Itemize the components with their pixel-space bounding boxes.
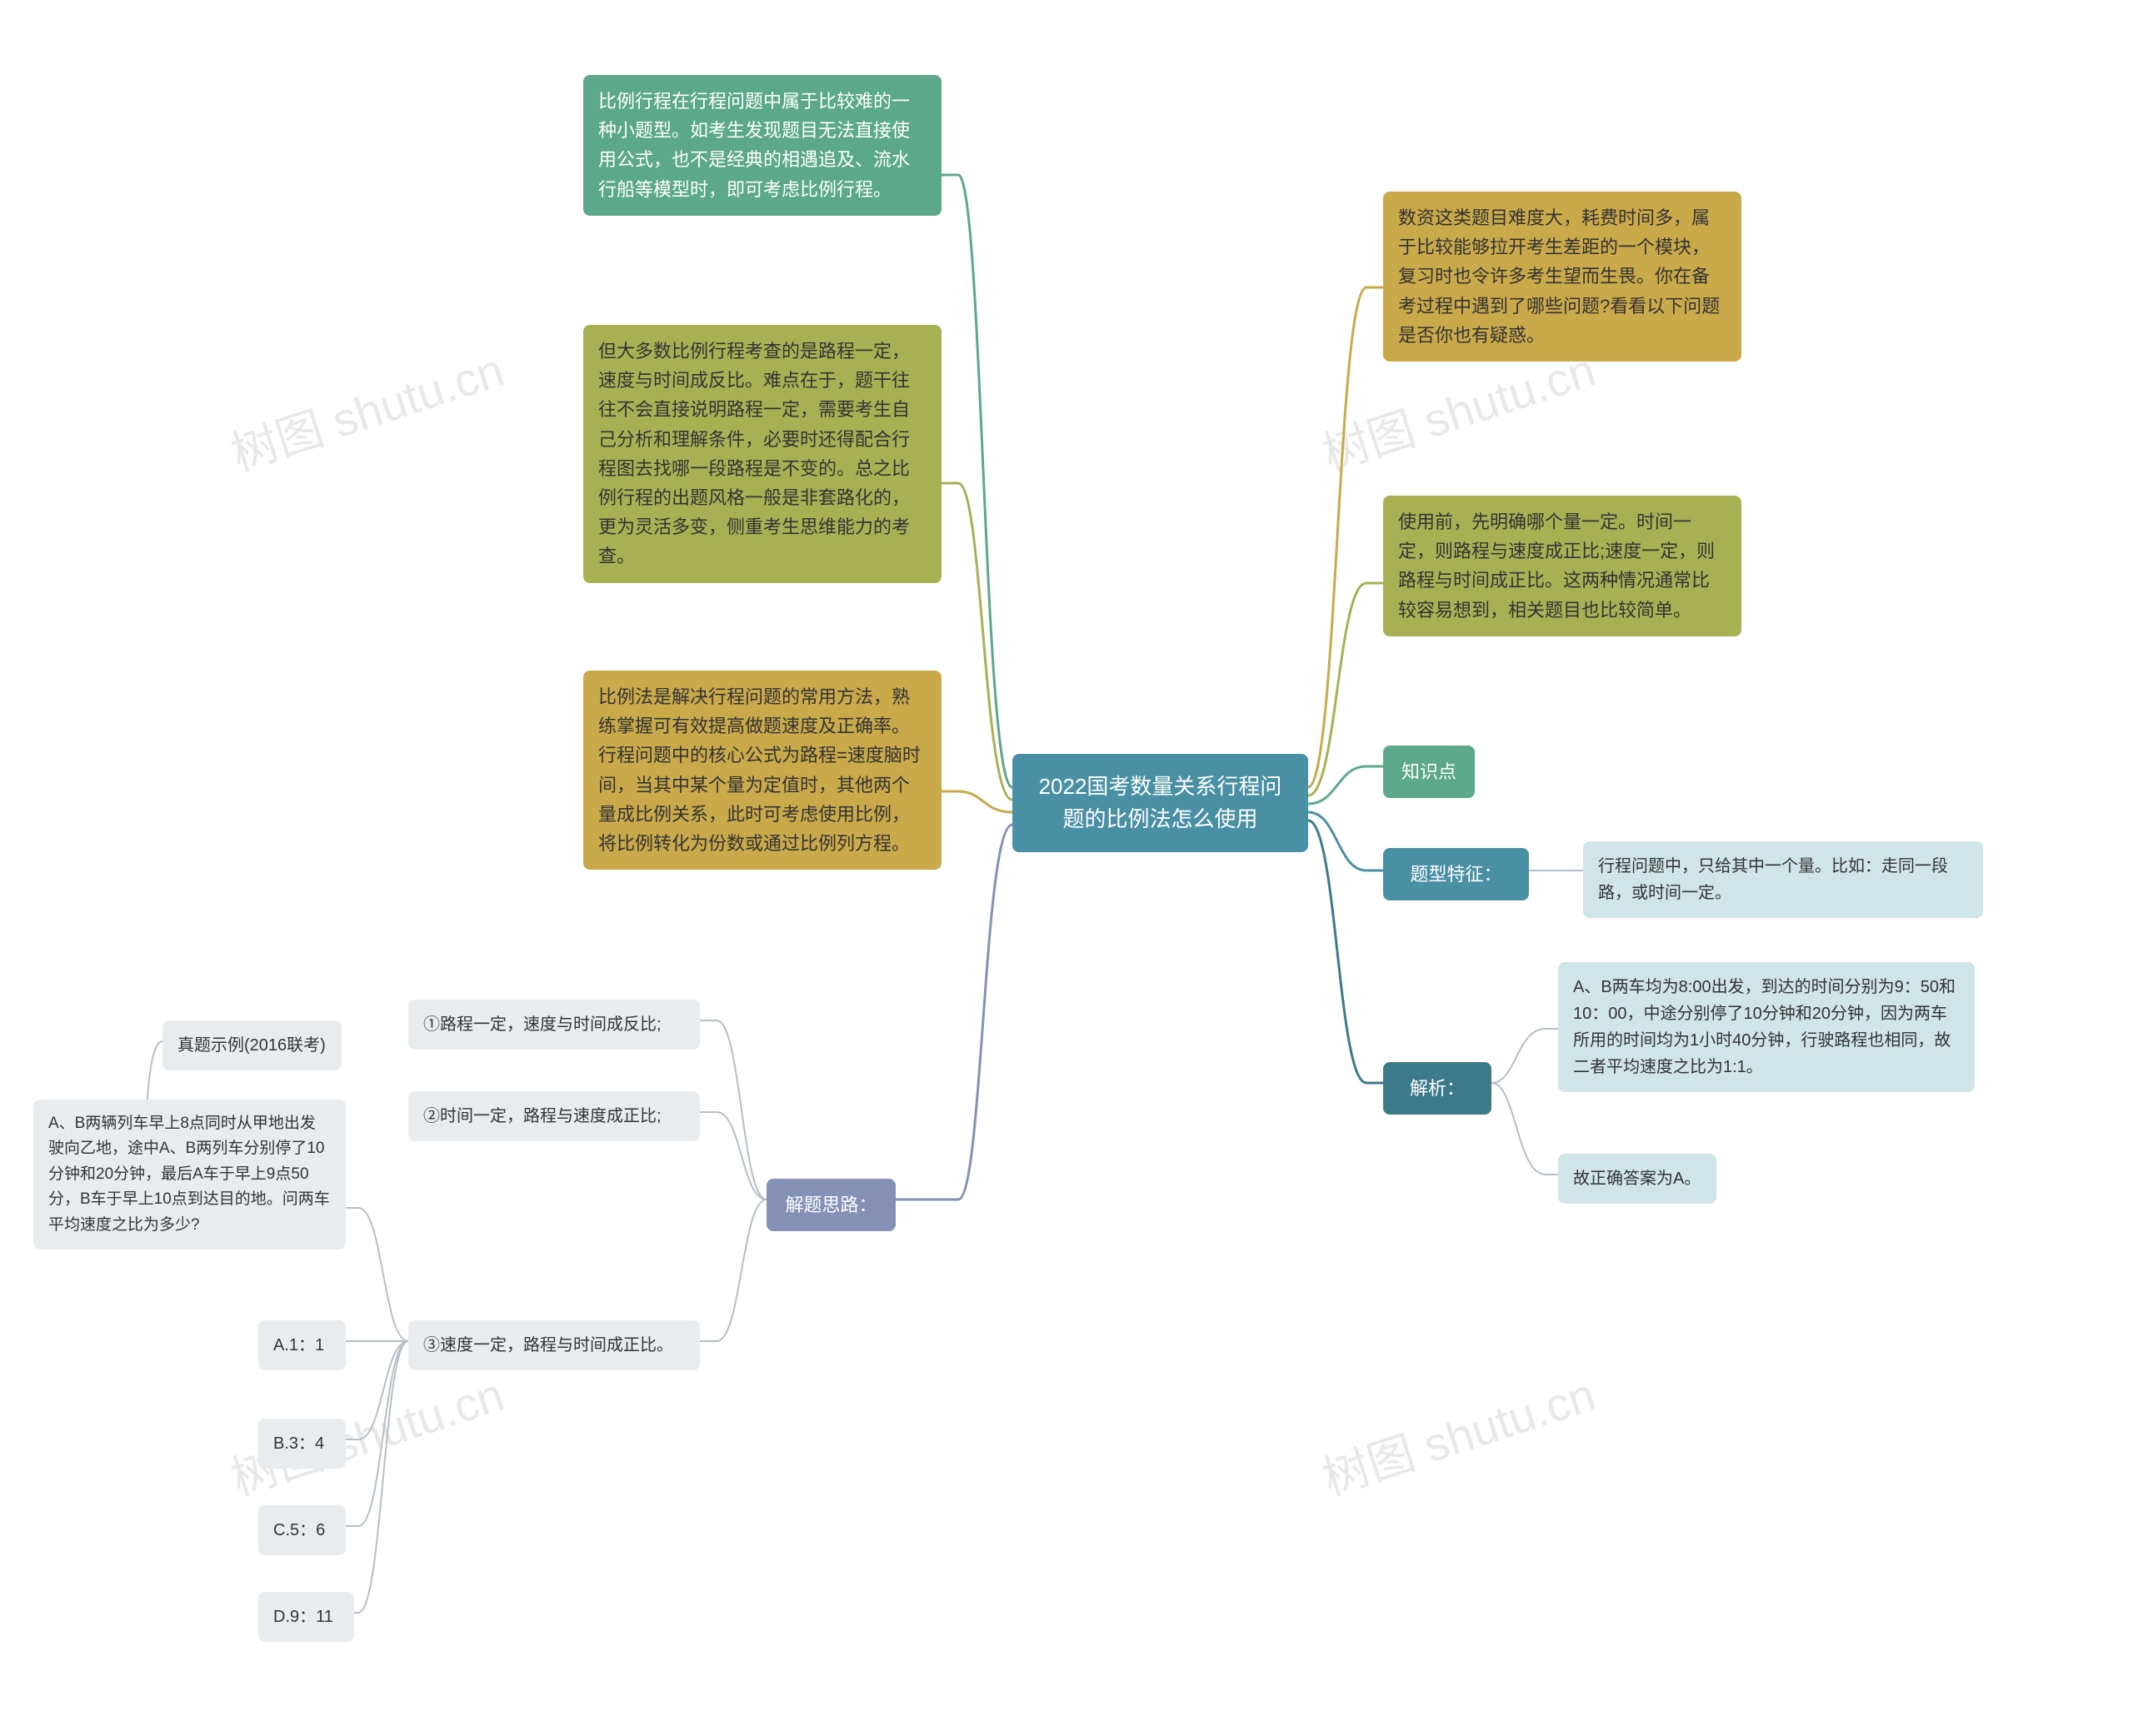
text: 行程问题中，只给其中一个量。比如：走同一段路，或时间一定。 <box>1598 857 1948 902</box>
text: 知识点 <box>1401 761 1456 782</box>
text: 比例行程在行程问题中属于比较难的一种小题型。如考生发现题目无法直接使用公式，也不… <box>598 91 910 200</box>
text: ①路程一定，速度与时间成反比; <box>423 1015 662 1034</box>
text: 但大多数比例行程考查的是路程一定，速度与时间成反比。难点在于，题干往往不会直接说… <box>598 341 910 566</box>
watermark: 树图 shutu.cn <box>1313 1358 1603 1509</box>
watermark: 树图 shutu.cn <box>222 333 512 485</box>
text: 数资这类题目难度大，耗费时间多，属于比较能够拉开考生差距的一个模块，复习时也令许… <box>1398 207 1720 346</box>
text: ③速度一定，路程与时间成正比。 <box>423 1336 673 1354</box>
option-d: D.9：11 <box>258 1592 354 1642</box>
example-label: 真题示例(2016联考) <box>162 1020 342 1070</box>
text: A、B两辆列车早上8点同时从甲地出发驶向乙地，途中A、B两列车分别停了10分钟和… <box>48 1115 330 1234</box>
text: 题型特征： <box>1410 864 1501 885</box>
option-a: A.1：1 <box>258 1320 346 1370</box>
solution-item-1: ①路程一定，速度与时间成反比; <box>408 1000 700 1050</box>
text: 真题示例(2016联考) <box>177 1036 326 1055</box>
left-box-2: 但大多数比例行程考查的是路程一定，速度与时间成反比。难点在于，题干往往不会直接说… <box>583 325 942 583</box>
option-b: B.3：4 <box>258 1419 346 1469</box>
type-detail: 行程问题中，只给其中一个量。比如：走同一段路，或时间一定。 <box>1583 841 1983 918</box>
knowledge-node: 知识点 <box>1383 746 1475 798</box>
solution-node: 解题思路： <box>767 1179 896 1231</box>
analysis-detail-2: 故正确答案为A。 <box>1558 1154 1716 1204</box>
text: B.3：4 <box>273 1434 324 1453</box>
option-c: C.5：6 <box>258 1505 346 1555</box>
analysis-detail-1: A、B两车均为8:00出发，到达的时间分别为9：50和10：00，中途分别停了1… <box>1558 962 1975 1092</box>
type-node: 题型特征： <box>1383 848 1529 900</box>
text: A、B两车均为8:00出发，到达的时间分别为9：50和10：00，中途分别停了1… <box>1573 978 1956 1076</box>
text: 故正确答案为A。 <box>1573 1170 1701 1188</box>
solution-label: 解题思路： <box>785 1195 877 1215</box>
left-box-3: 比例法是解决行程问题的常用方法，熟练掌握可有效提高做题速度及正确率。行程问题中的… <box>583 671 942 870</box>
text: C.5：6 <box>273 1521 325 1539</box>
text: ②时间一定，路程与速度成正比; <box>423 1107 662 1125</box>
right-box-2: 使用前，先明确哪个量一定。时间一定，则路程与速度成正比;速度一定，则路程与时间成… <box>1383 496 1741 636</box>
text: 使用前，先明确哪个量一定。时间一定，则路程与速度成正比;速度一定，则路程与时间成… <box>1398 511 1715 621</box>
text: 解析： <box>1410 1078 1465 1099</box>
root-node: 2022国考数量关系行程问 题的比例法怎么使用 <box>1012 754 1308 852</box>
root-label: 2022国考数量关系行程问 题的比例法怎么使用 <box>1039 774 1282 831</box>
right-box-1: 数资这类题目难度大，耗费时间多，属于比较能够拉开考生差距的一个模块，复习时也令许… <box>1383 192 1741 362</box>
analysis-node: 解析： <box>1383 1062 1491 1115</box>
text: A.1：1 <box>273 1336 324 1354</box>
text: D.9：11 <box>273 1608 333 1626</box>
solution-item-3: ③速度一定，路程与时间成正比。 <box>408 1320 700 1370</box>
text: 比例法是解决行程问题的常用方法，熟练掌握可有效提高做题速度及正确率。行程问题中的… <box>598 686 921 854</box>
question-box: A、B两辆列车早上8点同时从甲地出发驶向乙地，途中A、B两列车分别停了10分钟和… <box>33 1100 346 1250</box>
left-box-1: 比例行程在行程问题中属于比较难的一种小题型。如考生发现题目无法直接使用公式，也不… <box>583 75 942 216</box>
solution-item-2: ②时间一定，路程与速度成正比; <box>408 1091 700 1141</box>
